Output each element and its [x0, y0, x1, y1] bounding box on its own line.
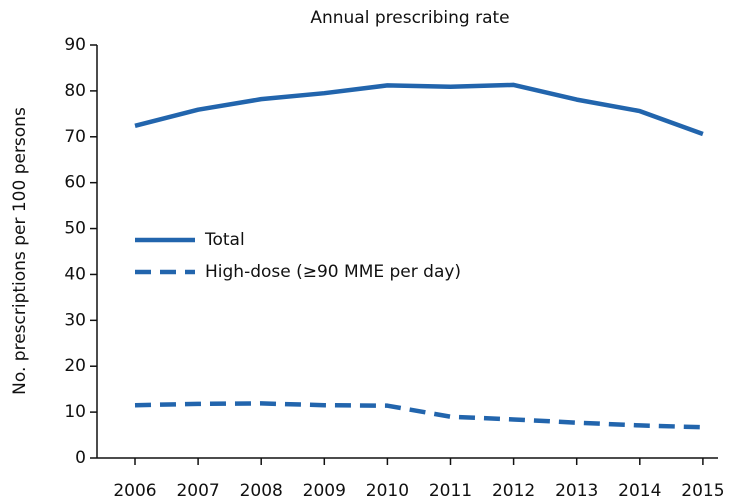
y-tick-label: 10	[64, 402, 86, 422]
line-series	[134, 401, 703, 430]
x-tick-label: 2010	[366, 481, 409, 501]
x-tick-label: 2012	[492, 481, 535, 501]
chart-title: Annual prescribing rate	[310, 8, 509, 28]
x-tick-label: 2007	[176, 481, 219, 501]
x-tick-label: 2006	[113, 481, 156, 501]
y-tick-label: 50	[64, 219, 86, 239]
x-tick-label: 2011	[429, 481, 472, 501]
x-tick-label: 2009	[303, 481, 346, 501]
x-tick-label: 2015	[681, 481, 724, 501]
legend-label: High-dose (≥90 MME per day)	[205, 262, 461, 282]
x-tick-label: 2013	[555, 481, 598, 501]
line-series	[134, 82, 704, 137]
y-tick-label: 30	[64, 310, 86, 330]
y-tick-label: 0	[75, 448, 86, 468]
y-axis-label: No. prescriptions per 100 persons	[10, 107, 30, 395]
y-tick-label: 70	[64, 127, 86, 147]
y-tick-label: 20	[64, 356, 86, 376]
legend-label: Total	[204, 230, 245, 250]
y-tick-label: 60	[64, 173, 86, 193]
y-tick-label: 90	[64, 35, 86, 55]
y-tick-label: 80	[64, 81, 86, 101]
y-tick-label: 40	[64, 264, 86, 284]
x-tick-label: 2014	[618, 481, 661, 501]
x-tick-label: 2008	[240, 481, 283, 501]
